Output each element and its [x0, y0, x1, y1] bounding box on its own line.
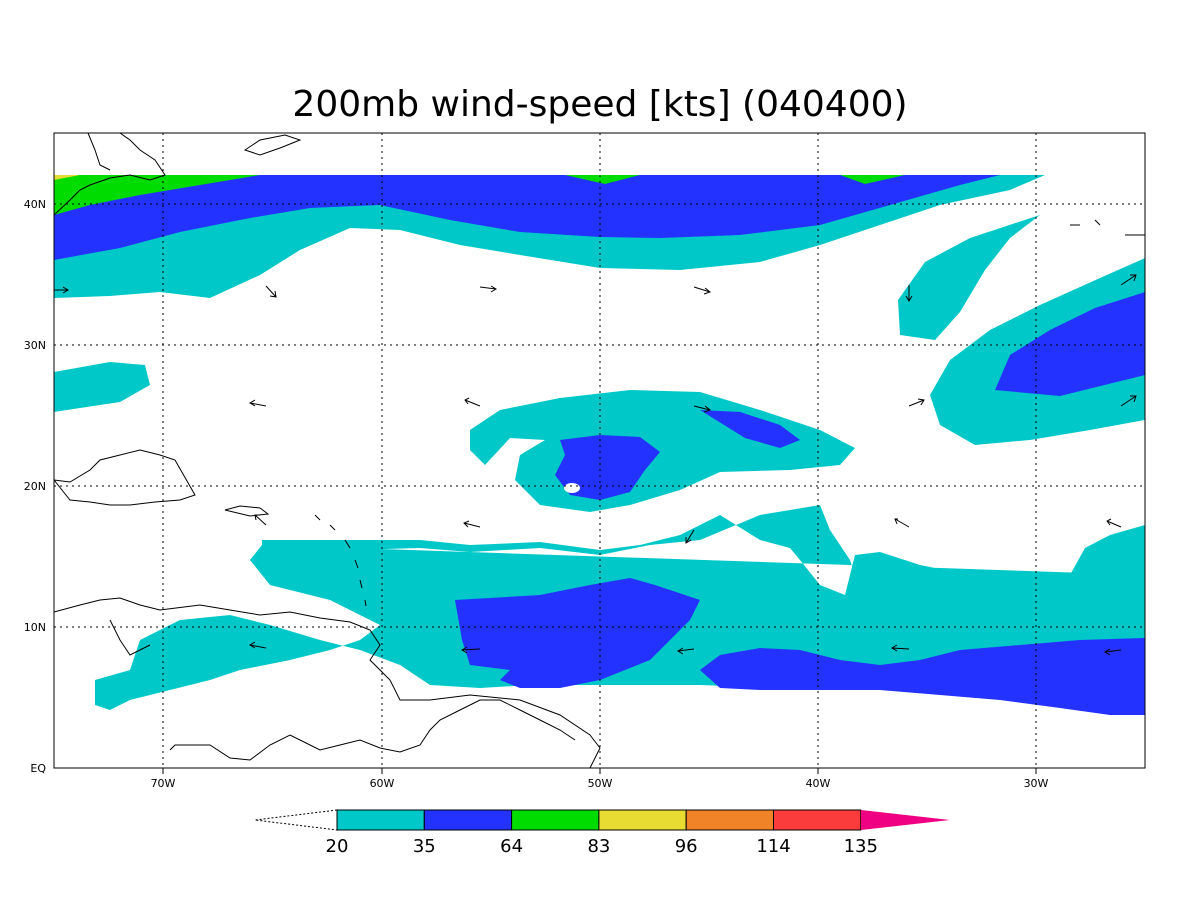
wind-arrow [249, 399, 267, 407]
wind-arrow [54, 286, 69, 294]
x-axis-labels: 70W 60W 50W 40W 30W [151, 777, 1049, 790]
wind-arrow [1104, 648, 1122, 656]
wind-arrow [894, 518, 910, 528]
colorbar-level-label: 83 [587, 836, 610, 857]
colorbar-swatches [336, 809, 862, 831]
coastlines [54, 133, 1145, 768]
wind-arrow [891, 644, 910, 652]
coast-north-america [54, 133, 166, 216]
colorbar-labels: 20 35 64 83 96 114 135 [326, 836, 878, 857]
jet-core-35-64 [54, 175, 1000, 260]
wind-arrow [1120, 395, 1137, 407]
colorbar-swatch [423, 809, 513, 831]
ne-patch-20-35 [898, 215, 1040, 340]
wind-arrow [1106, 518, 1122, 528]
jet-max-64-83-b [565, 175, 640, 184]
wind-speed-fill [54, 175, 1145, 715]
colorbar-level-label: 96 [675, 836, 698, 857]
coast-hispaniola [224, 505, 270, 517]
wind-arrow [249, 641, 267, 649]
tropical-35-64 [455, 578, 700, 688]
colorbar: 20 35 64 83 96 114 135 [254, 809, 950, 857]
colorbar-level-label: 64 [500, 836, 523, 857]
colorbar-high-triangle [861, 810, 950, 830]
wind-arrow [908, 398, 925, 407]
jet-max-64-83-c [840, 175, 905, 184]
colorbar-low-triangle [254, 809, 338, 831]
x-tick-label: 70W [151, 777, 176, 790]
colorbar-level-label: 135 [844, 836, 878, 857]
wind-arrow [463, 520, 481, 528]
wind-vectors [54, 274, 1137, 656]
colorbar-swatch [773, 809, 862, 831]
wind-arrow [265, 285, 277, 298]
y-tick-label: EQ [30, 762, 46, 775]
graticule [54, 133, 1145, 768]
colorbar-level-label: 35 [413, 836, 436, 857]
upper-low-20-35 [470, 390, 855, 512]
y-tick-label: 20N [24, 480, 46, 493]
coast-central-south-america [54, 597, 601, 768]
coast-nova-scotia [243, 134, 302, 156]
wind-arrow [479, 285, 497, 293]
wind-arrow [464, 397, 481, 407]
upper-low-arm-35-64 [700, 410, 800, 448]
y-tick-label: 30N [24, 339, 46, 352]
upper-low-core-35-64 [555, 435, 660, 500]
colorbar-swatch [598, 809, 687, 831]
wind-arrow [677, 647, 695, 655]
x-tick-label: 50W [588, 777, 613, 790]
wind-arrow [1120, 274, 1137, 286]
jet-max-83-96 [54, 175, 80, 180]
chart-title: 200mb wind-speed [kts] (040400) [292, 84, 907, 125]
tropical-35-64-east [700, 638, 1145, 715]
y-tick-label: 10N [24, 621, 46, 634]
y-tick-label: 40N [24, 198, 46, 211]
colorbar-swatch [511, 809, 600, 831]
y-axis-labels: EQ 10N 20N 30N 40N [24, 198, 47, 775]
coast-lesser-antilles [314, 514, 367, 607]
coast-cuba [54, 449, 196, 506]
wind-arrow [693, 286, 712, 295]
wind-arrow [685, 529, 695, 544]
colorbar-swatch [336, 809, 425, 831]
wind-arrow [461, 646, 481, 654]
west-patch-20-35 [54, 362, 150, 412]
upper-low-center [564, 483, 580, 493]
x-tick-label: 40W [806, 777, 831, 790]
coast-africa [1070, 219, 1145, 236]
jet-max-64-83 [54, 175, 260, 215]
colorbar-swatch [685, 809, 775, 831]
wind-arrow [693, 405, 712, 413]
trough-jet-35-64 [995, 292, 1145, 396]
axis-ticks [162, 768, 1037, 774]
colorbar-level-label: 20 [326, 836, 349, 857]
colorbar-level-label: 114 [756, 836, 790, 857]
wind-arrow [905, 285, 913, 302]
x-tick-label: 60W [370, 777, 395, 790]
x-tick-label: 30W [1024, 777, 1049, 790]
wind-arrow [254, 514, 267, 526]
